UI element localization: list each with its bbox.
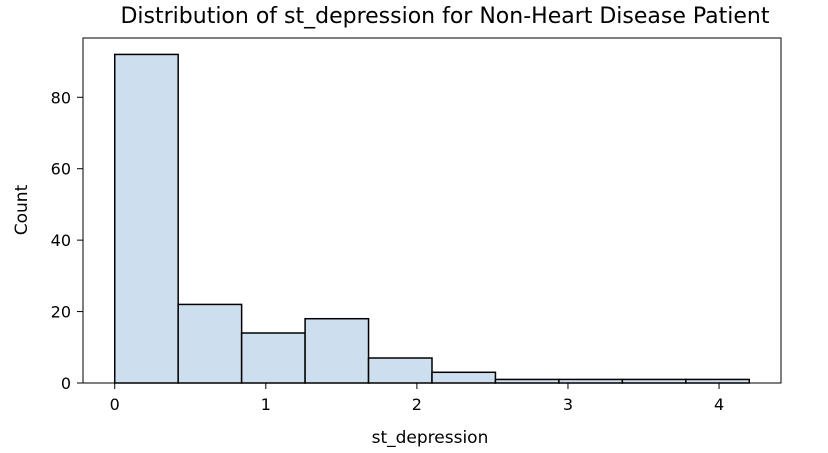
histogram-bar	[685, 378, 751, 384]
x-tick-label: 3	[563, 395, 573, 414]
y-tick-label: 60	[51, 160, 71, 179]
histogram-bar	[304, 317, 370, 384]
histogram-bar	[431, 371, 497, 384]
x-ticks-layer: 0 1 2 3 4	[110, 383, 724, 414]
x-tick-label: 2	[412, 395, 422, 414]
chart-title: Distribution of st_depression for Non-He…	[120, 4, 769, 29]
histogram-bar	[558, 378, 624, 384]
histogram-bar	[177, 303, 243, 384]
y-tick-label: 20	[51, 303, 71, 322]
histogram-bar	[494, 378, 560, 384]
x-axis-label: st_depression	[372, 428, 489, 448]
histogram-bar	[240, 332, 306, 384]
plot-frame	[82, 37, 782, 384]
y-axis-label: Count	[12, 184, 32, 235]
histogram-bar	[621, 378, 687, 384]
y-tick-label: 80	[51, 88, 71, 107]
x-tick-label: 4	[714, 395, 724, 414]
y-ticks-layer: 0 20 40 60 80	[51, 88, 83, 393]
histogram-bar	[367, 357, 433, 384]
x-tick-label: 0	[110, 395, 120, 414]
y-tick-label: 40	[51, 231, 71, 250]
x-tick-label: 1	[261, 395, 271, 414]
bars-layer	[113, 53, 751, 384]
y-tick-label: 0	[61, 374, 71, 393]
histogram-bar	[113, 53, 179, 384]
